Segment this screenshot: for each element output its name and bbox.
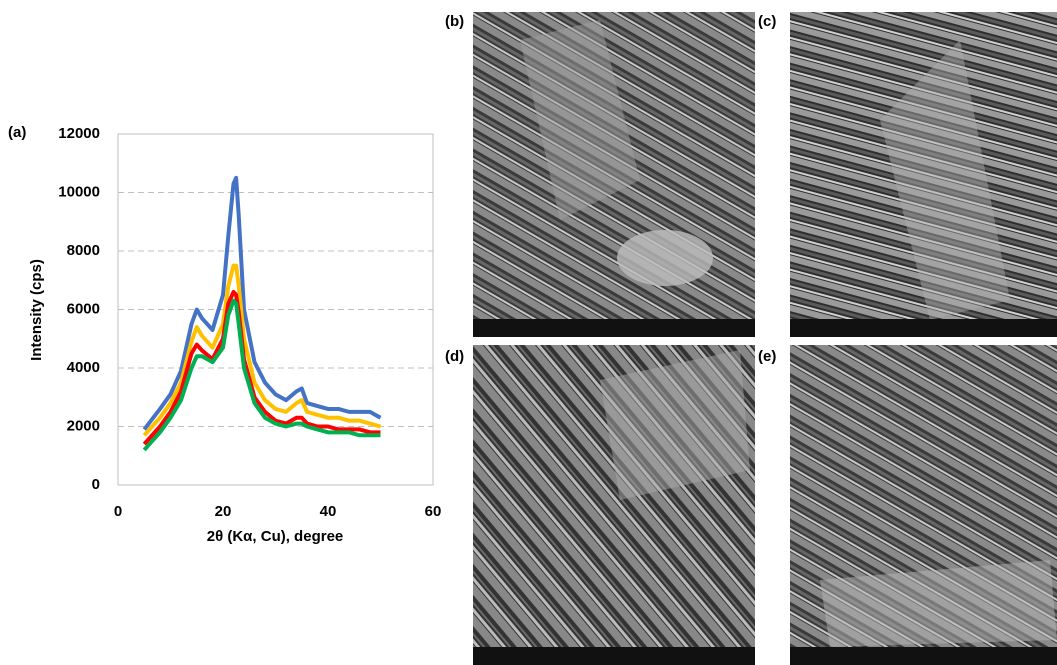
- sem-image-c: [790, 12, 1057, 337]
- sem-image-b: [473, 12, 755, 337]
- x-tick-label: 60: [425, 503, 442, 520]
- y-tick-label: 6000: [67, 300, 100, 317]
- x-tick-label: 0: [114, 503, 122, 520]
- y-tick-label: 2000: [67, 417, 100, 434]
- y-tick-label: 12000: [58, 125, 100, 142]
- y-axis-label: Intensity (cps): [28, 259, 45, 361]
- panel-label: (c): [758, 13, 776, 30]
- sem-image-d: [473, 345, 755, 665]
- x-tick-label: 40: [320, 503, 337, 520]
- data-line: [142, 289, 381, 446]
- x-tick-label: 20: [215, 503, 232, 520]
- x-axis-label: 2θ (Kα, Cu), degree: [207, 528, 344, 545]
- y-tick-label: 0: [92, 476, 100, 493]
- plot-frame: [117, 133, 434, 486]
- y-tick-label: 8000: [67, 242, 100, 259]
- y-tick-label: 10000: [58, 183, 100, 200]
- data-line: [142, 175, 382, 431]
- panel-label: (e): [758, 348, 776, 365]
- data-line: [142, 263, 382, 437]
- data-line: [142, 298, 381, 452]
- y-tick-label: 4000: [67, 359, 100, 376]
- panel-label: (b): [445, 13, 464, 30]
- sem-image-e: [790, 345, 1057, 665]
- panel-label: (d): [445, 348, 464, 365]
- panel-label: (a): [8, 124, 26, 141]
